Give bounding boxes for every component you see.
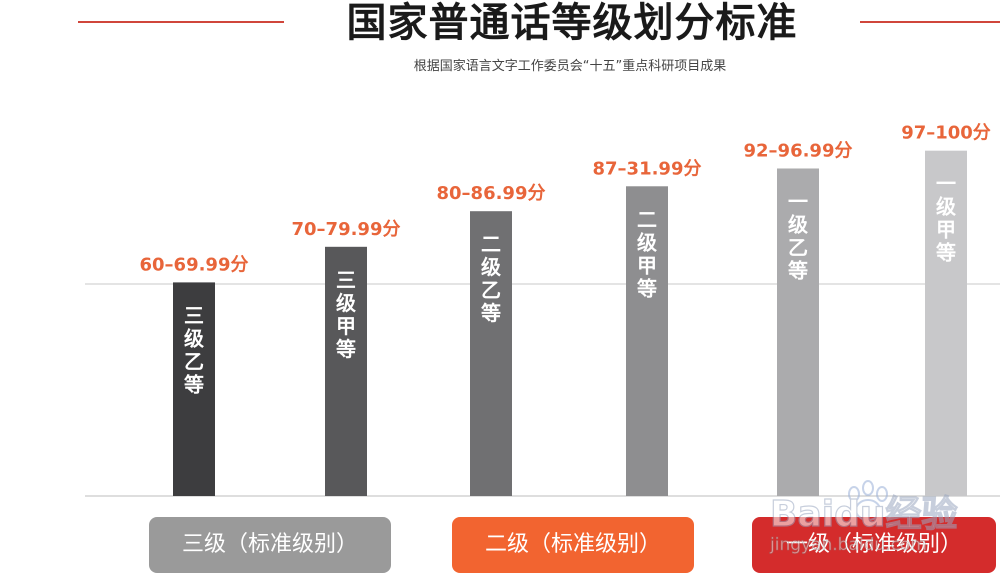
bar — [173, 282, 215, 496]
title-rule-left — [78, 21, 284, 23]
bar-range-label: 60–69.99分 — [140, 254, 249, 275]
level-button-2[interactable]: 二级（标准级别） — [452, 517, 694, 573]
bar — [925, 150, 967, 496]
bar — [777, 168, 819, 497]
bar-range-label: 80–86.99分 — [437, 183, 546, 204]
level-button-3[interactable]: 三级（标准级别） — [149, 517, 391, 573]
bar — [325, 246, 367, 496]
title-rule-right — [860, 21, 1000, 23]
bar-category-label: 一级甲等 — [936, 172, 956, 265]
level-button-1[interactable]: 一级（标准级别） — [752, 517, 996, 573]
bar-range-label: 70–79.99分 — [292, 219, 401, 240]
bar — [470, 211, 512, 496]
bar-category-label: 二级乙等 — [481, 232, 501, 325]
bar-range-label: 92–96.99分 — [744, 140, 853, 161]
bar-range-label: 87–31.99分 — [593, 158, 702, 179]
page-title: 国家普通话等级划分标准 — [346, 0, 798, 46]
bar-category-label: 三级乙等 — [184, 303, 204, 396]
bar-category-label: 一级乙等 — [788, 189, 808, 282]
bar-category-label: 二级甲等 — [637, 207, 657, 300]
bar-category-label: 三级甲等 — [336, 268, 356, 361]
bar-range-label: 97–100分 — [901, 123, 991, 144]
bar — [626, 186, 668, 496]
page-subtitle: 根据国家语言文字工作委员会“十五”重点科研项目成果 — [413, 59, 727, 74]
